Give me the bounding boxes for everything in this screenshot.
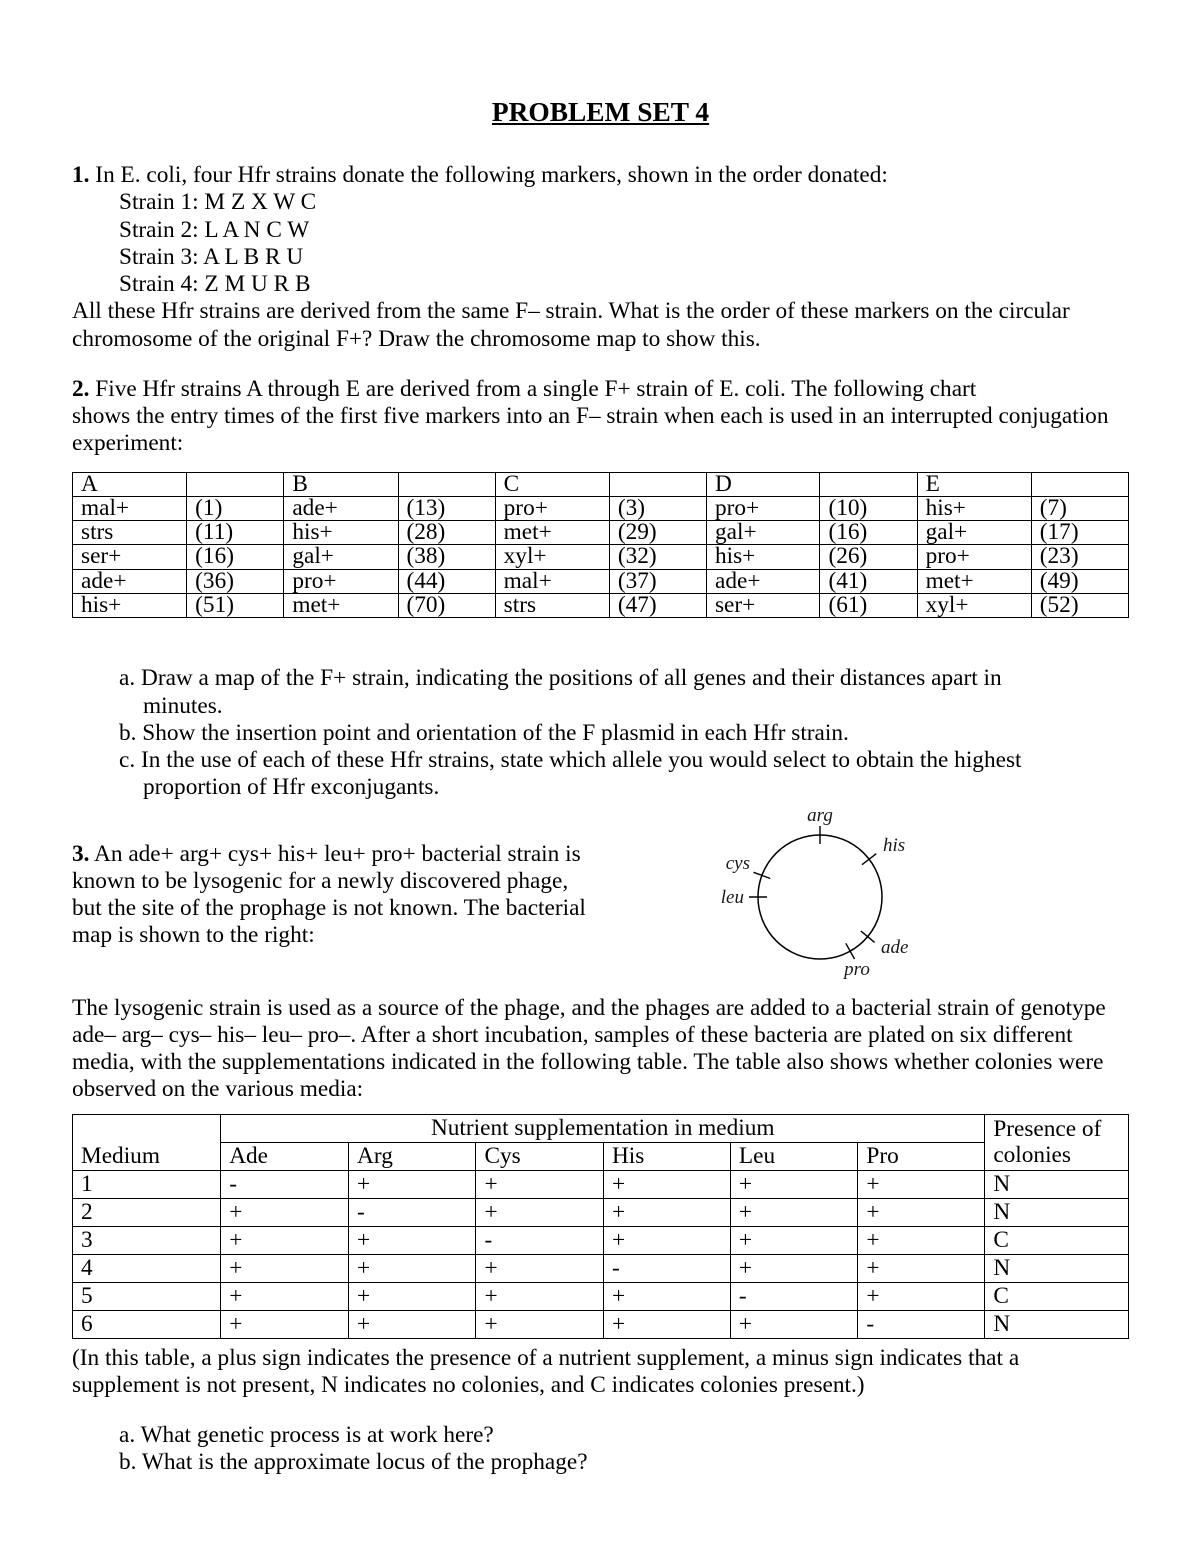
svg-text:arg: arg: [807, 805, 833, 826]
svg-text:ade: ade: [881, 937, 908, 958]
svg-text:his: his: [883, 835, 905, 856]
svg-text:leu: leu: [721, 887, 744, 908]
svg-text:cys: cys: [726, 853, 750, 874]
svg-text:pro: pro: [842, 959, 870, 980]
